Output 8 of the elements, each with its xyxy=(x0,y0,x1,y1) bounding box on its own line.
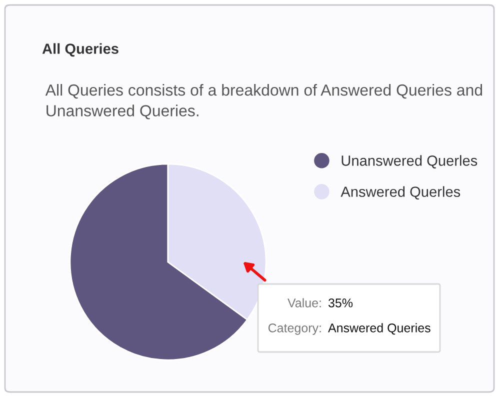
chart-title: All Queries xyxy=(42,43,118,57)
text: Answered Queries xyxy=(328,323,430,335)
legend-label: Answered Querles xyxy=(340,186,460,200)
text: Value: xyxy=(288,298,321,308)
text: Category: xyxy=(268,324,321,335)
legend-label: Unanswered Querles xyxy=(342,155,478,168)
text: 35% xyxy=(328,298,353,308)
chart-subtitle: All Queries consists of a breakdown of Answered Queries and Unanswered Queries. xyxy=(45,84,482,120)
